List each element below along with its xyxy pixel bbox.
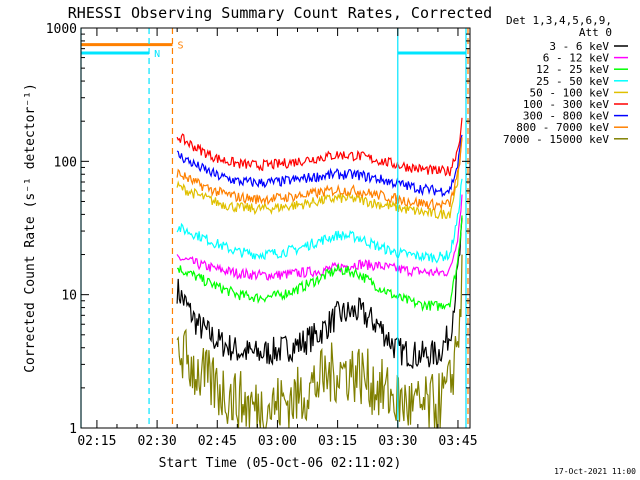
series-line-12-25-kev [177, 215, 463, 312]
series-line-800-7000-kev [176, 137, 463, 211]
flag-label-n: N [154, 49, 160, 60]
plot-frame [80, 27, 471, 429]
y-tick-label-1000: 1000 [46, 22, 77, 37]
legend-label-7: 800 - 7000 keV [516, 121, 609, 134]
series-line-6-12-kev [176, 194, 463, 281]
legend-label-2: 12 - 25 keV [536, 63, 609, 76]
footer-timestamp: 17-Oct-2021 11:00 [554, 467, 636, 476]
legend-label-4: 50 - 100 keV [530, 86, 610, 99]
series-line-50-100-kev [176, 137, 463, 220]
y-tick-label-10: 10 [61, 289, 77, 304]
x-tick-label-02:30: 02:30 [138, 434, 177, 449]
legend-label-6: 300 - 800 keV [523, 110, 609, 123]
series-line-3-6-kev [176, 217, 463, 369]
x-tick-label-03:30: 03:30 [378, 434, 417, 449]
x-tick-label-02:45: 02:45 [198, 434, 237, 449]
y-tick-label-100: 100 [54, 155, 77, 170]
x-tick-label-02:15: 02:15 [77, 434, 116, 449]
x-tick-label-03:15: 03:15 [318, 434, 357, 449]
series-line-7000-15000-kev [176, 254, 463, 429]
y-axis-label: Corrected Count Rate (s⁻¹ detector⁻¹) [23, 83, 38, 373]
series-layer [176, 117, 463, 429]
legend-label-3: 25 - 50 keV [536, 75, 609, 88]
x-tick-label-03:00: 03:00 [258, 434, 297, 449]
series-line-25-50-kev [176, 178, 463, 264]
y-tick-label-1: 1 [69, 422, 77, 437]
flags-layer: SN [81, 41, 466, 60]
series-line-100-300-kev [176, 117, 463, 177]
flag-label-s: S [177, 41, 183, 52]
legend-label-0: 3 - 6 keV [549, 40, 609, 53]
legend-label-5: 100 - 300 keV [523, 98, 609, 111]
legend-header-0: Det 1,3,4,5,6,9, [506, 14, 612, 27]
chart-title: RHESSI Observing Summary Count Rates, Co… [68, 4, 492, 22]
legend-label-8: 7000 - 15000 keV [503, 133, 609, 146]
x-axis-label: Start Time (05-Oct-06 02:11:02) [159, 456, 402, 471]
series-line-300-800-kev [176, 134, 463, 198]
x-tick-label-03:45: 03:45 [438, 434, 477, 449]
axes-layer: 1 10 100 1000 02:15 02:30 02:45 03:00 03:15 03:30… [46, 22, 478, 449]
legend-label-1: 6 - 12 keV [543, 52, 610, 65]
legend-header-1: Att 0 [579, 26, 612, 39]
